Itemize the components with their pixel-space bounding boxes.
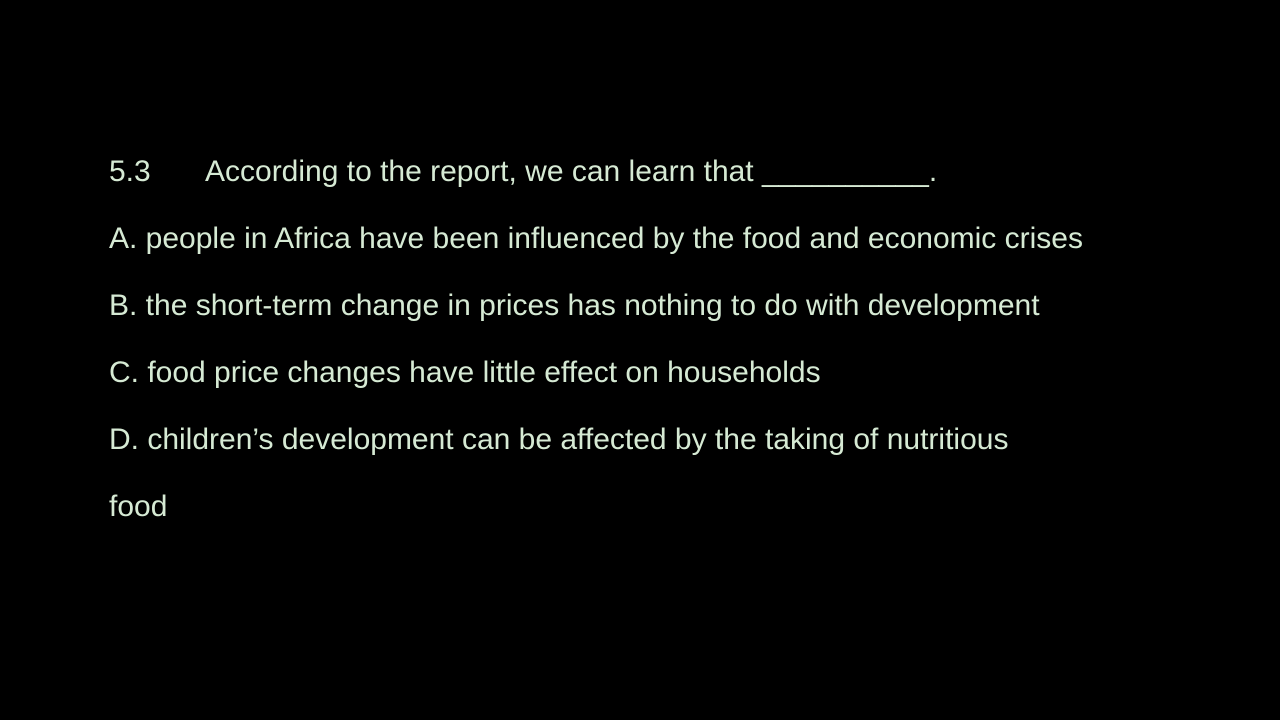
- question-line: 5.3 According to the report, we can learn…: [109, 138, 1219, 205]
- option-a: A. people in Africa have been influenced…: [109, 222, 1083, 255]
- question-number: 5.3: [109, 155, 151, 188]
- option-d: D. children’s development can be affecte…: [109, 423, 1009, 456]
- question-stem: According to the report, we can learn th…: [205, 155, 938, 188]
- option-c: C. food price changes have little effect…: [109, 356, 821, 389]
- option-b: B. the short-term change in prices has n…: [109, 289, 1040, 322]
- option-d-continuation: food: [109, 490, 168, 523]
- question-block: 5.3 According to the report, we can learn…: [109, 138, 1219, 540]
